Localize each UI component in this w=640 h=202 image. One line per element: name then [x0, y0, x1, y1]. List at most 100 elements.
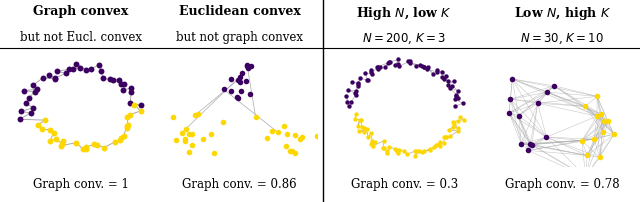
Point — [390, 148, 401, 151]
Point — [375, 66, 385, 70]
Point — [442, 136, 452, 139]
Point — [459, 118, 469, 122]
Point — [451, 94, 461, 97]
Point — [363, 136, 373, 139]
Text: but not graph convex: but not graph convex — [176, 31, 303, 44]
Point — [413, 149, 424, 153]
Point — [99, 146, 109, 150]
Point — [542, 91, 552, 94]
Point — [417, 151, 428, 154]
Point — [448, 126, 458, 129]
Point — [75, 67, 85, 70]
Point — [419, 66, 429, 69]
Point — [33, 123, 44, 126]
Point — [598, 120, 609, 123]
Point — [290, 152, 300, 155]
Point — [437, 71, 447, 75]
Point — [40, 119, 50, 122]
Point — [344, 104, 355, 108]
Point — [422, 68, 433, 71]
Point — [241, 80, 251, 83]
Point — [56, 144, 66, 148]
Point — [355, 77, 365, 81]
Point — [404, 62, 415, 65]
Point — [136, 104, 146, 107]
Point — [356, 125, 367, 129]
Point — [105, 78, 115, 81]
Point — [381, 150, 392, 153]
Point — [450, 98, 460, 101]
Point — [596, 113, 606, 116]
Point — [453, 127, 463, 130]
Point — [438, 78, 449, 81]
Point — [438, 135, 449, 139]
Text: Euclidean convex: Euclidean convex — [179, 5, 301, 18]
Point — [367, 140, 378, 143]
Point — [125, 102, 136, 105]
Point — [447, 85, 458, 88]
Point — [379, 147, 389, 150]
Point — [439, 142, 449, 145]
Text: Graph conv. = 0.78: Graph conv. = 0.78 — [505, 177, 620, 190]
Point — [235, 81, 245, 84]
Point — [267, 130, 277, 133]
Point — [282, 132, 292, 136]
Point — [177, 131, 187, 135]
Point — [180, 137, 190, 141]
Point — [412, 65, 422, 68]
Text: but not Eucl. convex: but not Eucl. convex — [20, 31, 142, 44]
Point — [358, 127, 369, 130]
Point — [122, 116, 132, 119]
Point — [403, 60, 413, 63]
Point — [403, 153, 413, 156]
Point — [504, 112, 514, 115]
Point — [232, 96, 242, 100]
Point — [602, 120, 612, 123]
Point — [384, 145, 394, 149]
Point — [28, 107, 38, 110]
Point — [184, 133, 194, 136]
Text: Low $N$, high $K$: Low $N$, high $K$ — [513, 5, 611, 22]
Point — [434, 143, 444, 146]
Point — [71, 63, 81, 66]
Point — [385, 61, 396, 64]
Point — [71, 141, 81, 145]
Point — [125, 87, 136, 90]
Point — [410, 155, 420, 158]
Point — [38, 77, 48, 80]
Point — [426, 148, 436, 152]
Point — [432, 71, 442, 74]
Point — [219, 88, 229, 92]
Text: High $N$, low $K$: High $N$, low $K$ — [356, 5, 452, 22]
Point — [297, 136, 307, 139]
Point — [580, 105, 590, 108]
Point — [362, 128, 372, 131]
Point — [373, 66, 383, 69]
Point — [356, 119, 366, 122]
Point — [218, 121, 228, 124]
Point — [24, 97, 34, 100]
Point — [595, 156, 605, 159]
Point — [378, 147, 388, 150]
Point — [273, 131, 283, 134]
Point — [351, 89, 361, 93]
Point — [86, 68, 97, 71]
Point — [64, 68, 74, 72]
Point — [26, 112, 36, 115]
Point — [597, 130, 607, 134]
Point — [367, 73, 378, 76]
Point — [342, 101, 353, 104]
Point — [15, 118, 25, 121]
Point — [394, 65, 404, 68]
Point — [186, 132, 196, 136]
Point — [125, 113, 136, 117]
Point — [424, 148, 435, 151]
Point — [44, 74, 54, 77]
Point — [31, 88, 42, 91]
Point — [516, 143, 526, 146]
Point — [453, 97, 463, 101]
Point — [419, 66, 429, 69]
Point — [81, 148, 91, 151]
Point — [351, 113, 361, 116]
Point — [431, 144, 442, 147]
